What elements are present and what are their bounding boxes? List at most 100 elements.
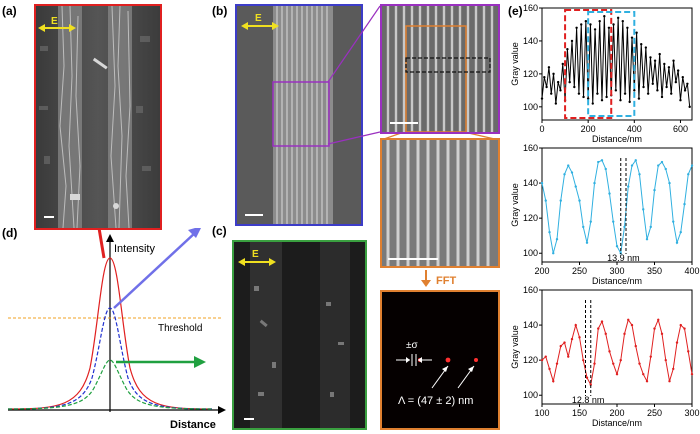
- diagram-d-x-label: Distance: [170, 419, 216, 431]
- sem-image-b: E: [235, 4, 363, 226]
- y-axis-label: Gray value: [510, 325, 520, 369]
- x-axis-label: Distance/nm: [592, 134, 642, 144]
- data-point: [640, 43, 643, 46]
- zoom-box-purple: [272, 81, 330, 147]
- panel-label-a: (a): [2, 4, 17, 18]
- data-point: [630, 164, 634, 167]
- data-point: [665, 85, 668, 89]
- x-tick-label: 300: [609, 266, 624, 276]
- chart-frame: [541, 289, 693, 405]
- profile-box-black: [405, 57, 491, 73]
- data-point: [559, 344, 562, 348]
- data-point: [547, 66, 551, 69]
- data-point: [600, 320, 604, 323]
- data-point: [582, 95, 585, 99]
- zoom-box-orange: [405, 25, 467, 132]
- data-point: [548, 230, 551, 234]
- blue-range-box: [587, 11, 636, 117]
- data-point: [559, 199, 562, 202]
- x-tick-label: 200: [534, 266, 549, 276]
- data-point: [651, 82, 654, 85]
- data-point: [672, 59, 675, 62]
- data-point: [589, 23, 592, 26]
- annotation-label: 12.8 nm: [572, 395, 605, 405]
- field-label-c: E: [252, 249, 259, 260]
- gaussian-low: [7, 359, 213, 410]
- fft-sigma-label: ±σ: [406, 340, 418, 351]
- data-point: [615, 372, 619, 376]
- data-point: [638, 362, 641, 365]
- zoom-image-2: [380, 138, 500, 268]
- data-point: [593, 28, 597, 31]
- data-point: [577, 92, 581, 95]
- data-point: [664, 167, 667, 171]
- annotation-label: 13.9 nm: [607, 253, 640, 263]
- data-point: [570, 171, 574, 174]
- x-axis-label: Distance/nm: [592, 418, 642, 428]
- fft-label: FFT: [436, 275, 456, 287]
- data-point: [578, 336, 581, 339]
- data-point: [585, 241, 589, 244]
- data-point: [552, 380, 555, 383]
- data-point: [667, 66, 671, 69]
- data-point: [642, 372, 645, 376]
- y-tick-label: 100: [523, 102, 538, 112]
- y-tick-label: 120: [523, 213, 538, 223]
- data-point: [690, 164, 694, 167]
- data-point: [687, 173, 690, 176]
- x-tick-label: 250: [572, 266, 587, 276]
- data-point: [554, 102, 558, 105]
- data-point: [627, 318, 630, 322]
- data-point: [582, 225, 585, 229]
- data-point: [589, 383, 592, 386]
- field-label-b: E: [255, 13, 262, 24]
- data-point: [664, 358, 667, 362]
- data-point: [544, 199, 547, 202]
- arrow-to-a: [97, 228, 106, 259]
- x-tick-label: 200: [609, 408, 624, 418]
- data-point: [657, 318, 660, 322]
- data-point: [580, 23, 583, 26]
- field-arrow-c: E: [238, 249, 276, 266]
- data-point: [605, 95, 608, 99]
- y-tick-label: 120: [523, 69, 538, 79]
- x-tick-label: 250: [647, 408, 662, 418]
- data-point: [596, 92, 599, 95]
- panel-label-c: (c): [212, 224, 227, 238]
- data-point: [593, 181, 596, 185]
- data-point: [683, 327, 686, 330]
- data-point: [578, 199, 581, 202]
- x-axis-label: Distance/nm: [592, 276, 642, 286]
- data-point: [586, 97, 590, 100]
- data-point: [633, 89, 636, 92]
- data-point: [540, 358, 544, 362]
- data-point: [660, 95, 664, 99]
- data-point: [619, 99, 622, 102]
- red-range-box: [564, 9, 613, 119]
- data-point: [679, 323, 682, 327]
- data-point: [672, 367, 675, 371]
- sem-image-a: E: [34, 4, 162, 230]
- panel-label-e: (e): [508, 4, 523, 18]
- data-point: [623, 332, 626, 336]
- data-point: [683, 89, 687, 92]
- fft-image: ±σ Λ = (47 ± 2) nm: [380, 290, 500, 430]
- data-point: [676, 69, 680, 72]
- y-axis-label: Gray value: [510, 183, 520, 227]
- data-point: [612, 23, 615, 26]
- y-tick-label: 160: [523, 143, 538, 153]
- data-point: [566, 47, 569, 51]
- data-point: [687, 350, 690, 353]
- diagram-d-y-label: Intensity: [114, 243, 155, 255]
- y-tick-label: 140: [523, 36, 538, 46]
- data-point: [615, 245, 619, 248]
- field-label-a: E: [51, 16, 58, 27]
- data-point: [555, 238, 559, 241]
- gaussian-mid: [7, 307, 213, 410]
- data-point: [612, 362, 615, 365]
- y-tick-label: 120: [523, 355, 538, 365]
- image-c-art: [234, 242, 365, 428]
- data-point: [674, 80, 678, 84]
- data-point: [628, 100, 631, 104]
- y-tick-label: 100: [523, 248, 538, 258]
